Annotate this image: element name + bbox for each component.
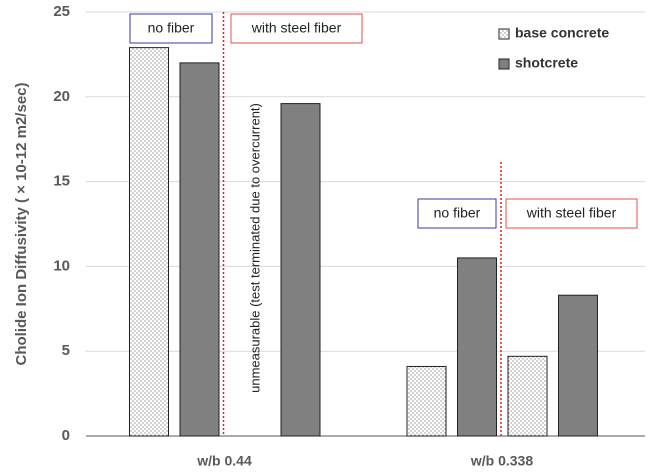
legend-label: base concrete	[515, 25, 609, 41]
annotation: no fiber	[148, 20, 195, 36]
bar	[507, 355, 548, 437]
x-tick-label: w/b 0.44	[196, 453, 252, 469]
legend-label: shotcrete	[515, 55, 578, 71]
y-tick-label: 15	[53, 173, 70, 190]
y-tick-label: 25	[53, 3, 70, 20]
x-tick-label: w/b 0.338	[470, 453, 533, 469]
annotation-box	[230, 13, 363, 44]
annotation-box	[505, 198, 638, 229]
y-tick-label: 5	[62, 342, 70, 359]
legend-swatch	[498, 28, 510, 40]
bar	[129, 47, 169, 437]
annotation-box	[129, 13, 213, 44]
annotation: with steel fiber	[251, 20, 342, 36]
bar	[406, 365, 447, 437]
y-axis-label: Cholide Ion Diffusivity ( × 10-12 m2/sec…	[13, 83, 30, 366]
y-tick-label: 0	[62, 427, 70, 444]
y-tick-label: 10	[53, 257, 70, 274]
y-tick-label: 20	[53, 88, 70, 105]
bar	[558, 294, 598, 437]
legend-swatch	[498, 58, 510, 70]
annotation: no fiber	[434, 205, 481, 221]
bar	[457, 257, 497, 437]
annotation: with steel fiber	[526, 205, 617, 221]
bar	[280, 103, 321, 437]
annotation-box	[417, 198, 497, 229]
annotation: unmeasurable (test terminated due to ove…	[247, 103, 262, 393]
bar	[179, 62, 220, 437]
